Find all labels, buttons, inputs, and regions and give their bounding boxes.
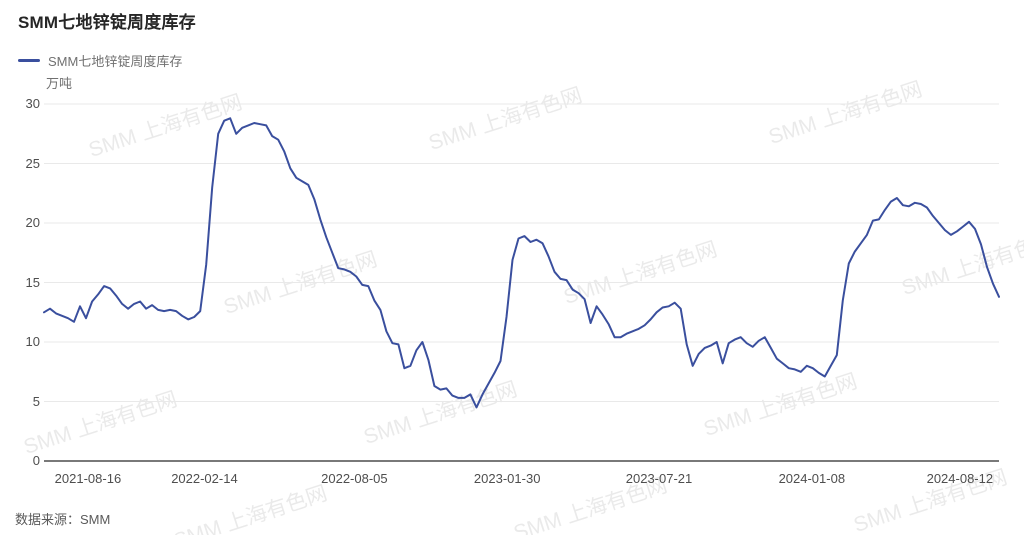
line-series-legend-icon xyxy=(18,59,40,62)
y-tick-label: 25 xyxy=(25,155,40,171)
x-tick-label: 2021-08-16 xyxy=(54,471,122,486)
page-title: SMM七地锌锭周度库存 xyxy=(18,13,196,32)
x-tick-label: 2022-08-05 xyxy=(321,471,388,486)
x-tick-label: 2022-02-14 xyxy=(171,471,238,486)
x-tick-label: 2023-07-21 xyxy=(625,471,693,486)
y-axis-unit: 万吨 xyxy=(46,76,73,91)
legend-item[interactable]: SMM七地锌锭周度库存 xyxy=(18,51,182,70)
y-tick-label: 0 xyxy=(32,453,40,468)
y-tick-label: 20 xyxy=(25,215,40,230)
legend-label: SMM七地锌锭周度库存 xyxy=(48,54,183,69)
y-tick-label: 30 xyxy=(25,96,40,111)
series-line xyxy=(43,117,1000,409)
y-tick-label: 5 xyxy=(32,393,40,409)
x-tick-label: 2024-01-08 xyxy=(778,471,846,486)
data-source: 数据来源：SMM xyxy=(15,512,111,527)
x-tick-label: 2024-08-12 xyxy=(926,471,994,486)
y-tick-label: 15 xyxy=(25,274,40,290)
y-tick-label: 10 xyxy=(25,334,40,349)
x-tick-label: 2023-01-30 xyxy=(473,471,541,486)
